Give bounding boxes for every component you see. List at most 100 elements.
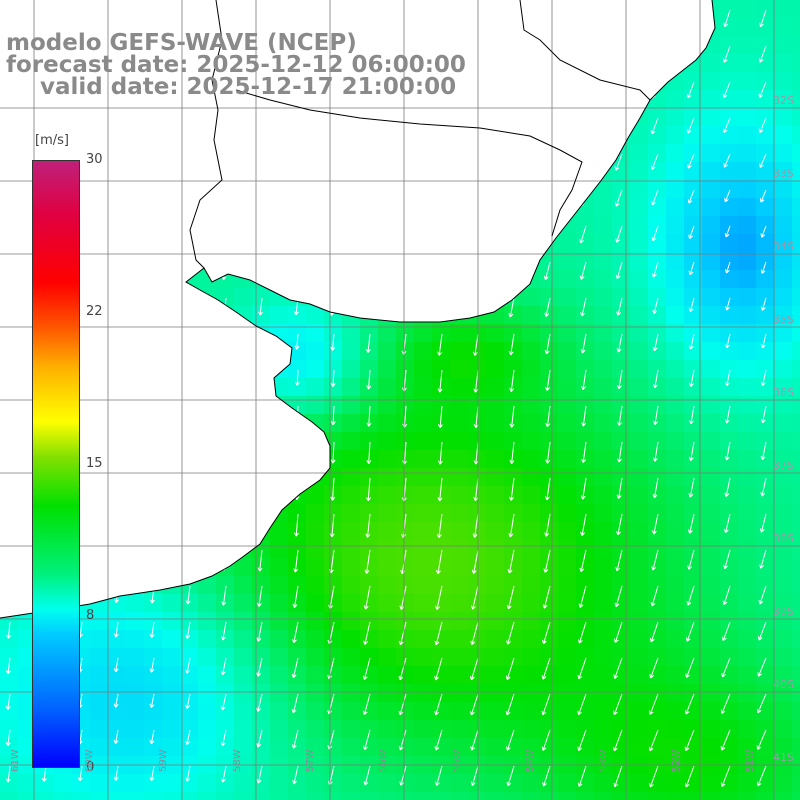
wind-arrow — [725, 261, 731, 274]
wind-speed-cell — [396, 630, 414, 648]
wind-speed-cell — [378, 738, 396, 756]
wind-speed-cell — [288, 576, 306, 594]
wind-speed-cell — [558, 234, 576, 252]
wind-speed-cell — [234, 648, 252, 666]
wind-speed-cell — [90, 738, 108, 756]
wind-speed-cell — [468, 504, 486, 522]
latitude-label: 36S — [773, 386, 794, 399]
wind-arrow — [434, 621, 443, 646]
wind-speed-cell — [504, 540, 522, 558]
wind-speed-cell — [522, 360, 540, 378]
wind-speed-cell — [90, 630, 108, 648]
wind-speed-cell — [126, 666, 144, 684]
wind-speed-cell — [576, 324, 594, 342]
wind-speed-cell — [432, 792, 450, 800]
wind-speed-cell — [0, 738, 18, 756]
wind-arrow — [577, 765, 587, 787]
wind-speed-cell — [360, 594, 378, 612]
wind-speed-cell — [666, 396, 684, 414]
wind-speed-cell — [342, 504, 360, 522]
wind-arrow — [509, 477, 515, 501]
wind-speed-cell — [396, 702, 414, 720]
wind-speed-cell — [684, 594, 702, 612]
wind-speed-cell — [792, 252, 800, 270]
wind-speed-cell — [702, 378, 720, 396]
wind-speed-cell — [342, 738, 360, 756]
wind-speed-cell — [108, 666, 126, 684]
wind-speed-cell — [18, 684, 36, 702]
wind-arrow — [364, 549, 371, 574]
wind-speed-cell — [468, 432, 486, 450]
wind-speed-cell — [630, 144, 648, 162]
wind-speed-cell — [522, 630, 540, 648]
wind-speed-cell — [792, 72, 800, 90]
wind-speed-cell — [738, 162, 756, 180]
wind-arrow — [365, 477, 371, 502]
wind-arrow — [505, 729, 515, 751]
wind-speed-cell — [630, 792, 648, 800]
wind-speed-cell — [432, 612, 450, 630]
wind-speed-cell — [468, 702, 486, 720]
wind-speed-cell — [378, 360, 396, 378]
wind-arrow — [721, 621, 731, 642]
wind-speed-cell — [414, 630, 432, 648]
wind-speed-cell — [738, 270, 756, 288]
wind-speed-cell — [774, 558, 792, 576]
wind-arrow — [185, 693, 191, 709]
wind-speed-cell — [450, 648, 468, 666]
wind-speed-cell — [0, 702, 18, 720]
wind-speed-cell — [630, 576, 648, 594]
wind-speed-cell — [630, 180, 648, 198]
forecast-date: forecast date: 2025-12-12 06:00:00 — [6, 52, 466, 78]
wind-arrow — [577, 657, 587, 680]
wind-speed-cell — [630, 666, 648, 684]
wind-speed-cell — [702, 702, 720, 720]
wind-arrow — [149, 765, 155, 782]
wind-speed-cell — [648, 216, 666, 234]
wind-speed-cell — [774, 738, 792, 756]
wind-speed-cell — [648, 738, 666, 756]
wind-speed-cell — [90, 648, 108, 666]
wind-speed-cell — [18, 702, 36, 720]
wind-speed-cell — [378, 630, 396, 648]
wind-arrow — [577, 621, 587, 644]
wind-speed-cell — [774, 774, 792, 792]
wind-speed-cell — [360, 558, 378, 576]
wind-arrow — [398, 693, 407, 716]
wind-speed-cell — [720, 90, 738, 108]
wind-arrow — [545, 405, 551, 428]
wind-arrow — [723, 513, 731, 534]
wind-speed-cell — [720, 540, 738, 558]
coastline — [0, 0, 716, 619]
wind-speed-cell — [396, 324, 414, 342]
wind-speed-cell — [720, 774, 738, 792]
wind-speed-cell — [630, 594, 648, 612]
wind-speed-cell — [774, 54, 792, 72]
wind-speed-cell — [720, 126, 738, 144]
wind-speed-cell — [270, 666, 288, 684]
wind-arrow — [578, 585, 587, 608]
wind-arrow — [544, 297, 551, 317]
wind-speed-cell — [0, 666, 18, 684]
wind-speed-cell — [684, 558, 702, 576]
wind-speed-cell — [594, 414, 612, 432]
wind-speed-cell — [666, 684, 684, 702]
wind-speed-cell — [558, 648, 576, 666]
wind-speed-cell — [738, 414, 756, 432]
wind-speed-cell — [378, 414, 396, 432]
wind-speed-cell — [666, 792, 684, 800]
wind-speed-cell — [432, 702, 450, 720]
wind-speed-cell — [306, 774, 324, 792]
wind-speed-cell — [738, 396, 756, 414]
wind-arrow — [649, 765, 659, 788]
wind-speed-cell — [378, 792, 396, 800]
wind-speed-cell — [702, 72, 720, 90]
wind-arrow — [435, 585, 443, 610]
latitude-label: 41S — [773, 751, 794, 764]
wind-speed-cell — [792, 162, 800, 180]
wind-speed-cell — [666, 522, 684, 540]
wind-speed-cell — [648, 504, 666, 522]
wind-arrow — [545, 369, 551, 391]
wind-speed-cell — [702, 522, 720, 540]
wind-speed-cell — [18, 792, 36, 800]
